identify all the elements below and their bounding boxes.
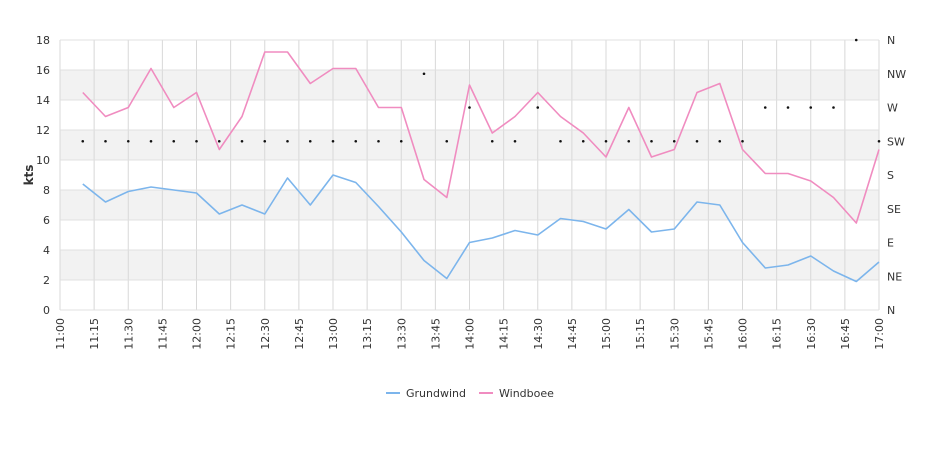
direction-point xyxy=(832,106,835,109)
x-tick-label: 11:15 xyxy=(88,318,101,350)
y-tick-label: 8 xyxy=(43,184,50,197)
x-tick-label: 13:30 xyxy=(395,318,408,350)
y-tick-label: 12 xyxy=(36,124,50,137)
direction-tick-label: N xyxy=(887,34,895,47)
direction-point xyxy=(331,139,335,143)
y-tick-label: 2 xyxy=(43,274,50,287)
y-tick-label: 14 xyxy=(36,94,50,107)
direction-point xyxy=(513,139,517,143)
direction-point xyxy=(377,139,380,143)
x-tick-label: 14:15 xyxy=(498,318,511,350)
direction-point xyxy=(627,139,631,143)
direction-tick-label: W xyxy=(887,102,898,115)
direction-point xyxy=(718,139,722,143)
direction-point xyxy=(604,139,608,143)
direction-point xyxy=(217,139,221,143)
direction-point xyxy=(399,139,403,143)
direction-point xyxy=(809,106,813,109)
series-line-windboee xyxy=(82,51,880,224)
x-tick-label: 14:00 xyxy=(464,318,477,350)
y-tick-label: 0 xyxy=(43,304,50,317)
direction-point xyxy=(490,139,494,143)
direction-tick-label: NE xyxy=(887,270,902,283)
x-tick-label: 11:45 xyxy=(156,318,169,350)
x-tick-label: 16:00 xyxy=(737,318,750,350)
direction-point xyxy=(763,106,767,109)
direction-point xyxy=(877,139,881,143)
direction-tick-label: N xyxy=(887,304,895,317)
direction-point xyxy=(126,139,130,143)
horizontal-gridlines xyxy=(60,39,879,311)
direction-point xyxy=(786,106,790,109)
series-line-grundwind xyxy=(82,174,880,283)
x-tick-label: 15:45 xyxy=(702,318,715,350)
y-tick-label: 10 xyxy=(36,154,50,167)
x-tick-label: 16:45 xyxy=(839,318,852,350)
direction-tick-label: E xyxy=(887,237,894,250)
x-tick-label: 12:30 xyxy=(259,318,272,350)
direction-point xyxy=(672,139,676,143)
y-tick-label: 4 xyxy=(43,244,50,257)
x-tick-label: 12:00 xyxy=(191,318,204,350)
x-tick-label: 14:45 xyxy=(566,318,579,350)
x-tick-label: 15:00 xyxy=(600,318,613,350)
x-tick-label: 11:00 xyxy=(54,318,67,350)
direction-point xyxy=(195,139,198,143)
direction-point xyxy=(741,139,744,143)
direction-point xyxy=(559,139,562,143)
direction-point xyxy=(286,139,289,143)
direction-point xyxy=(422,72,426,76)
x-tick-label: 14:30 xyxy=(532,318,545,350)
y-tick-label: 16 xyxy=(36,64,50,77)
direction-point xyxy=(445,139,449,143)
direction-point xyxy=(81,139,85,143)
x-axis-ticks: 11:00 11:15 11:30 11:45 12:00 12:15 12:30 12:45… xyxy=(54,318,886,350)
legend-item-windboee[interactable]: Windboee xyxy=(479,387,554,400)
direction-point xyxy=(354,139,358,143)
direction-point xyxy=(172,139,176,143)
legend-label: Grundwind xyxy=(406,387,466,400)
x-tick-label: 17:00 xyxy=(873,318,886,350)
x-tick-label: 13:45 xyxy=(429,318,442,350)
direction-point xyxy=(536,106,540,109)
direction-axis-ticks: N NE E SE S SW W NW N xyxy=(887,34,906,317)
legend[interactable]: Grundwind Windboee xyxy=(386,387,554,400)
x-tick-label: 12:15 xyxy=(225,318,238,350)
x-tick-label: 15:30 xyxy=(668,318,681,350)
vertical-gridlines xyxy=(59,40,880,310)
x-tick-label: 16:30 xyxy=(805,318,818,350)
direction-point xyxy=(854,38,858,42)
direction-point xyxy=(149,139,153,143)
direction-tick-label: NW xyxy=(887,68,906,81)
legend-item-grundwind[interactable]: Grundwind xyxy=(386,387,466,400)
direction-tick-label: SE xyxy=(887,203,901,216)
direction-point xyxy=(240,139,244,143)
direction-point xyxy=(104,139,107,143)
x-tick-label: 15:15 xyxy=(634,318,647,350)
x-tick-label: 12:45 xyxy=(293,318,306,350)
direction-point xyxy=(695,139,699,143)
direction-point xyxy=(581,139,585,143)
legend-label: Windboee xyxy=(499,387,554,400)
direction-point xyxy=(468,106,471,109)
series-lines xyxy=(82,51,880,283)
direction-point xyxy=(263,139,267,143)
x-tick-label: 16:15 xyxy=(771,318,784,350)
y-tick-label: 18 xyxy=(36,34,50,47)
direction-point xyxy=(650,139,653,143)
y-tick-label: 6 xyxy=(43,214,50,227)
direction-tick-label: S xyxy=(887,169,894,182)
y-axis-label: kts xyxy=(22,165,36,186)
direction-points xyxy=(81,38,881,143)
y-axis-ticks: 0 2 4 6 8 10 12 14 16 18 xyxy=(36,34,50,317)
x-tick-label: 13:00 xyxy=(327,318,340,350)
direction-point xyxy=(308,139,312,143)
direction-tick-label: SW xyxy=(887,135,905,148)
x-tick-label: 13:15 xyxy=(361,318,374,350)
x-tick-label: 11:30 xyxy=(122,318,135,350)
